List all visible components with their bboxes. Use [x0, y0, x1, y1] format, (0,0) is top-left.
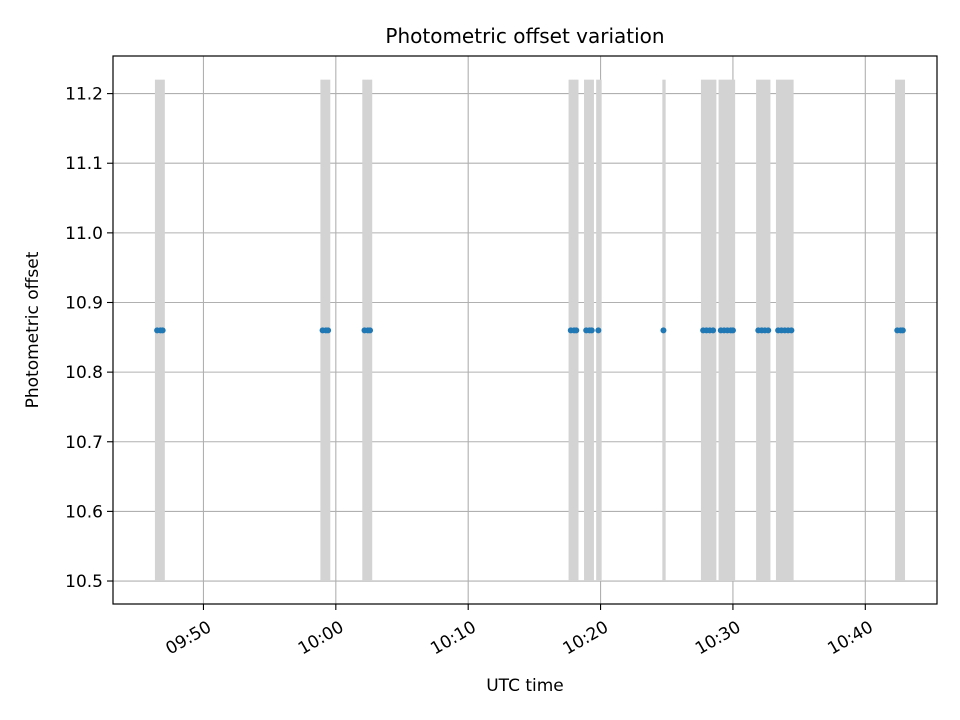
data-point — [710, 327, 717, 334]
data-point — [573, 327, 580, 334]
data-point — [595, 327, 602, 334]
chart-title: Photometric offset variation — [385, 24, 664, 48]
y-tick-label: 11.2 — [65, 85, 103, 105]
y-tick-label: 10.7 — [65, 433, 103, 453]
data-point — [325, 327, 332, 334]
data-point — [788, 327, 795, 334]
y-tick-label: 11.1 — [65, 154, 103, 174]
data-point — [729, 327, 736, 334]
data-point — [899, 327, 906, 334]
y-tick-label: 10.5 — [65, 572, 103, 592]
data-points — [154, 327, 906, 334]
data-point — [765, 327, 772, 334]
data-point — [588, 327, 595, 334]
y-tick-label: 10.8 — [65, 363, 103, 383]
y-tick-label: 10.9 — [65, 293, 103, 313]
data-point — [367, 327, 374, 334]
y-axis-title: Photometric offset — [23, 251, 43, 408]
y-tick-label: 10.6 — [65, 502, 103, 522]
data-point — [159, 327, 166, 334]
data-point — [660, 327, 667, 334]
x-axis-title: UTC time — [486, 676, 564, 696]
plot-frame — [112, 55, 938, 605]
y-tick-label: 11.0 — [65, 224, 103, 244]
